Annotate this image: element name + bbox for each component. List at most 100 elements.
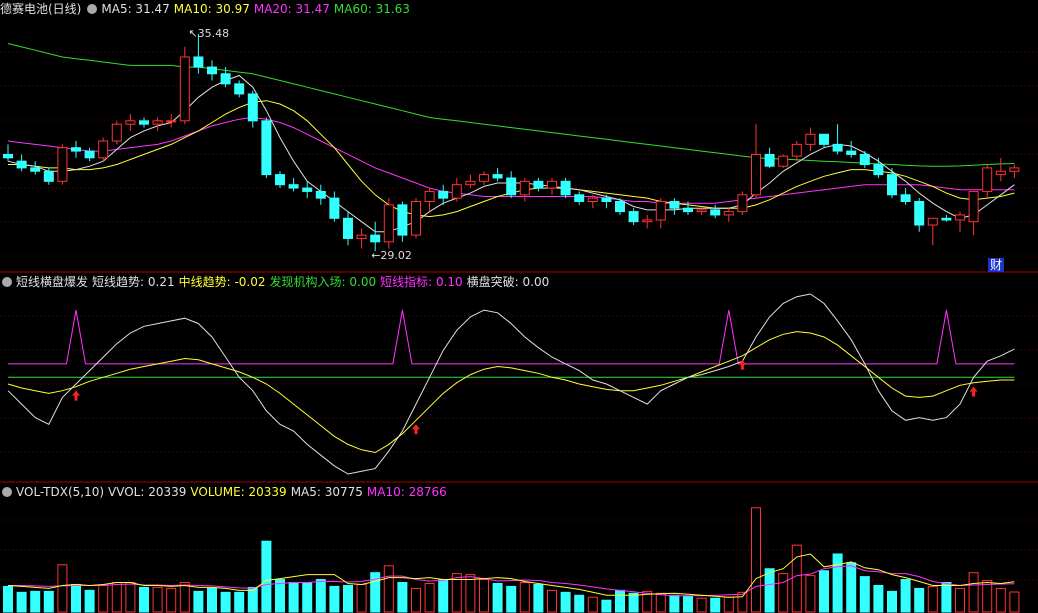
volume-bar xyxy=(846,562,857,613)
candle xyxy=(683,207,693,213)
candle xyxy=(601,197,612,202)
candle xyxy=(343,217,353,239)
indicator-name[interactable]: 短线横盘爆发 xyxy=(16,275,89,289)
volume-bar xyxy=(832,553,843,613)
candle xyxy=(234,83,245,95)
candle xyxy=(424,190,435,203)
volume-bar xyxy=(819,570,829,613)
volume-bar xyxy=(683,595,693,613)
volume-bar xyxy=(356,583,367,613)
candle xyxy=(302,187,313,192)
volume-bar xyxy=(125,582,136,613)
volume-bar xyxy=(737,591,748,613)
candle xyxy=(764,153,775,167)
ma10-value: MA10: 30.97 xyxy=(173,2,250,16)
volume-bar xyxy=(723,596,734,613)
candle xyxy=(941,217,952,221)
volume-bar xyxy=(451,573,462,613)
low-price-label: ←29.02 xyxy=(371,249,412,262)
candle xyxy=(247,93,258,122)
main-chart-header: 德赛电池(日线) MA5: 31.47 MA10: 30.97 MA20: 31.47… xyxy=(0,1,414,17)
gear-icon[interactable] xyxy=(2,487,12,497)
candle xyxy=(84,150,95,159)
volume-bar xyxy=(111,582,122,613)
candle xyxy=(574,194,585,202)
candle xyxy=(982,167,993,192)
volume-bar xyxy=(506,585,517,613)
volume-bar xyxy=(98,584,109,613)
short-trend-line xyxy=(7,293,1015,475)
candle xyxy=(873,164,884,176)
volume-bar xyxy=(438,579,449,613)
volume-bar xyxy=(247,586,258,613)
candle xyxy=(479,174,489,182)
volume-bar xyxy=(859,576,870,613)
candle xyxy=(261,120,272,176)
volume-bar xyxy=(519,582,530,613)
volume-bar xyxy=(3,585,13,613)
volume-bar xyxy=(995,587,1006,613)
candle xyxy=(179,56,190,122)
buy-arrow xyxy=(969,386,978,397)
candle xyxy=(30,167,41,172)
candle xyxy=(587,197,598,202)
candle xyxy=(547,180,557,189)
candle xyxy=(3,153,13,159)
vol-ma10-value: MA10: 28766 xyxy=(366,485,447,499)
gear-icon[interactable] xyxy=(87,4,98,14)
candle xyxy=(139,120,149,125)
candle xyxy=(275,174,285,186)
candle xyxy=(438,190,449,199)
candle xyxy=(791,143,802,157)
volume-bar xyxy=(751,507,761,613)
gear-icon[interactable] xyxy=(2,277,12,287)
candle xyxy=(615,201,625,213)
volume-bar xyxy=(152,586,163,613)
candle xyxy=(805,133,816,145)
candle xyxy=(57,147,68,182)
candle xyxy=(900,194,911,202)
candle xyxy=(315,190,326,199)
buy-arrow xyxy=(738,359,747,370)
candle xyxy=(642,219,653,223)
volume-bar xyxy=(533,583,544,613)
volume-bar xyxy=(315,579,326,613)
volume-indicator-name[interactable]: VOL-TDX(5,10) xyxy=(16,485,105,499)
volume-bar xyxy=(642,590,653,613)
vvol-value: VVOL: 20339 xyxy=(108,485,187,499)
stock-name[interactable]: 德赛电池(日线) xyxy=(0,2,82,16)
candle xyxy=(737,194,748,213)
short-indicator-value: 短线指标: 0.10 xyxy=(380,275,463,289)
ma5-line xyxy=(7,74,1015,233)
volume-bar xyxy=(887,590,897,613)
volume-bar xyxy=(778,573,789,613)
volume-bar xyxy=(193,590,204,613)
volume-bar xyxy=(84,589,95,613)
volume-bar xyxy=(424,582,435,613)
candle xyxy=(383,204,394,243)
volume-bar xyxy=(941,582,952,613)
volume-bar xyxy=(166,587,177,613)
candle xyxy=(356,234,367,239)
candle xyxy=(465,180,476,186)
volume-bar xyxy=(914,587,925,613)
candle xyxy=(887,174,897,196)
volume-bar xyxy=(302,582,313,613)
indicator-header: 短线横盘爆发 短线趋势: 0.21 中线趋势: -0.02 发现机构入场: 0.00 短… xyxy=(0,274,553,290)
candle xyxy=(111,123,122,142)
volume-bar xyxy=(261,540,272,613)
volume-bar xyxy=(615,589,625,613)
volume-bar xyxy=(383,565,394,613)
volume-bar xyxy=(57,564,68,613)
volume-bar xyxy=(1009,591,1020,613)
volume-bar xyxy=(968,572,979,613)
candle xyxy=(98,140,109,159)
ma60-line xyxy=(7,43,1015,167)
candle xyxy=(492,174,503,179)
finance-badge[interactable]: 财 xyxy=(988,258,1005,272)
candle xyxy=(859,153,870,166)
candle xyxy=(819,133,829,145)
vol-ma10-line xyxy=(8,565,1015,597)
volume-bar xyxy=(397,582,408,613)
